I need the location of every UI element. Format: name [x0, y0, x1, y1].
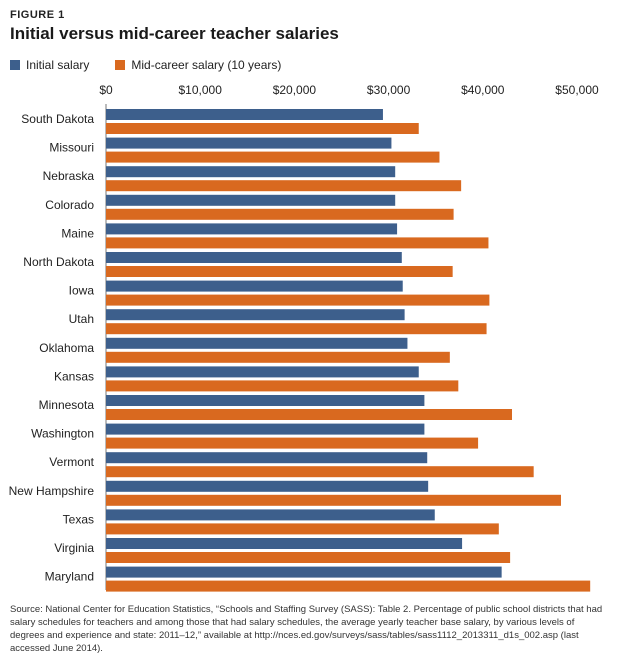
- x-tick-label: $30,000: [367, 83, 411, 97]
- category-label-virginia: Virginia: [54, 541, 94, 555]
- bar-chart: $0 $10,000 $20,000 $30,000 $40,000 $50,000 Sou…: [9, 83, 599, 592]
- bar-midcareer-vermont: [106, 466, 534, 478]
- category-label-oklahoma: Oklahoma: [39, 341, 94, 355]
- bar-midcareer-utah: [106, 323, 487, 335]
- bar-initial-south-dakota: [106, 109, 383, 120]
- legend-label-initial: Initial salary: [26, 58, 90, 72]
- category-label-south-dakota: South Dakota: [21, 112, 94, 126]
- category-label-missouri: Missouri: [49, 141, 94, 155]
- category-label-iowa: Iowa: [69, 284, 95, 298]
- bar-initial-missouri: [106, 137, 392, 149]
- bar-midcareer-maine: [106, 237, 489, 249]
- bar-midcareer-washington: [106, 437, 479, 449]
- bar-midcareer-virginia: [106, 552, 511, 563]
- bar-initial-nebraska: [106, 166, 396, 178]
- bar-initial-minnesota: [106, 395, 425, 406]
- category-label-minnesota: Minnesota: [39, 398, 95, 412]
- x-tick-label: $0: [99, 83, 113, 97]
- bar-initial-oklahoma: [106, 337, 408, 349]
- bar-midcareer-oklahoma: [106, 351, 450, 363]
- source-note: Source: National Center for Education St…: [10, 604, 603, 654]
- x-tick-label: $10,000: [179, 83, 223, 97]
- x-tick-label: $50,000: [555, 83, 599, 97]
- legend-swatch-midcareer: [115, 60, 126, 70]
- bar-initial-utah: [106, 309, 405, 321]
- category-label-washington: Washington: [31, 427, 94, 441]
- bar-midcareer-new-hampshire: [106, 494, 561, 506]
- category-label-utah: Utah: [69, 312, 94, 326]
- category-label-maine: Maine: [61, 226, 94, 240]
- bar-midcareer-colorado: [106, 208, 454, 220]
- category-label-new-hampshire: New Hampshire: [9, 484, 95, 498]
- bar-midcareer-kansas: [106, 380, 459, 392]
- bar-midcareer-north-dakota: [106, 266, 453, 277]
- legend-swatch-initial: [10, 60, 20, 70]
- x-tick-label: $40,000: [461, 83, 505, 97]
- category-label-north-dakota: North Dakota: [23, 255, 94, 269]
- category-label-kansas: Kansas: [54, 369, 94, 383]
- figure-label: FIGURE 1: [10, 9, 65, 21]
- legend-item-initial: Initial salary: [10, 58, 89, 72]
- bar-midcareer-south-dakota: [106, 123, 419, 134]
- legend: Initial salary Mid-career salary (10 yea…: [10, 57, 307, 73]
- legend-item-midcareer: Mid-career salary (10 years): [115, 58, 281, 72]
- bar-initial-maine: [106, 223, 398, 235]
- bar-initial-texas: [106, 509, 435, 521]
- bar-midcareer-minnesota: [106, 409, 513, 420]
- category-label-texas: Texas: [63, 512, 94, 526]
- bar-initial-iowa: [106, 280, 403, 292]
- chart-title: Initial versus mid-career teacher salari…: [10, 24, 339, 43]
- bar-midcareer-nebraska: [106, 180, 462, 192]
- bar-initial-colorado: [106, 194, 396, 206]
- bar-initial-vermont: [106, 452, 428, 464]
- bar-initial-washington: [106, 423, 425, 435]
- bar-initial-virginia: [106, 538, 463, 549]
- category-label-nebraska: Nebraska: [43, 169, 95, 183]
- bar-midcareer-texas: [106, 523, 499, 535]
- legend-label-midcareer: Mid-career salary (10 years): [131, 58, 282, 72]
- category-label-maryland: Maryland: [45, 570, 94, 584]
- bar-initial-kansas: [106, 366, 419, 378]
- x-tick-label: $20,000: [273, 83, 317, 97]
- category-label-vermont: Vermont: [49, 455, 94, 469]
- bar-initial-north-dakota: [106, 252, 402, 263]
- bar-midcareer-missouri: [106, 151, 440, 163]
- bar-initial-maryland: [106, 566, 502, 578]
- bar-initial-new-hampshire: [106, 480, 429, 492]
- bar-midcareer-iowa: [106, 294, 490, 306]
- category-label-colorado: Colorado: [45, 198, 94, 212]
- bar-midcareer-maryland: [106, 580, 591, 592]
